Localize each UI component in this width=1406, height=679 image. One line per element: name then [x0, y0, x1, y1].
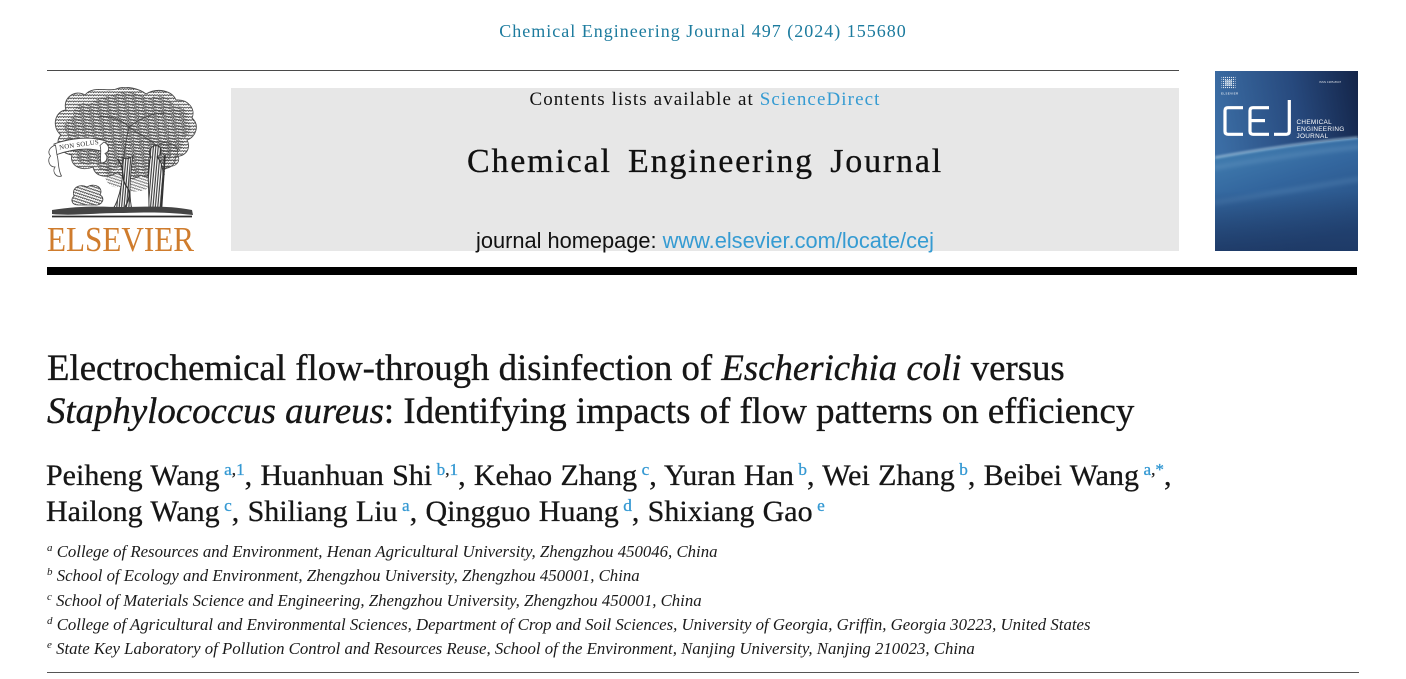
svg-text:ISSN 1385-8947: ISSN 1385-8947 — [1319, 80, 1342, 84]
svg-text:CHEMICAL: CHEMICAL — [1297, 119, 1333, 126]
svg-text:ELSEVIER: ELSEVIER — [1221, 92, 1239, 96]
svg-text:ENGINEERING: ENGINEERING — [1297, 126, 1345, 133]
svg-text:JOURNAL: JOURNAL — [1297, 133, 1329, 140]
